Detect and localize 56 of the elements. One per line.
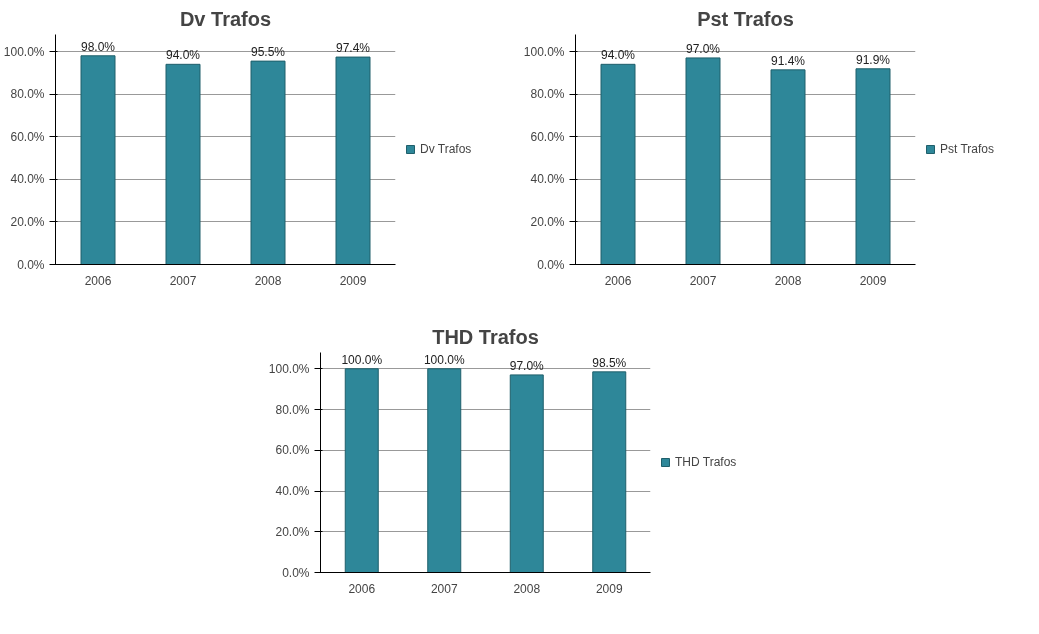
bar [592,371,627,573]
data-label: 91.4% [770,53,806,68]
legend-label: THD Trafos [675,455,737,469]
x-tick-label: 2007 [430,581,458,596]
data-label: 91.9% [855,52,891,67]
data-label: 100.0% [341,352,383,367]
y-tick-label: 100.0% [268,361,310,376]
bar [855,68,891,265]
y-tick-label: 80.0% [530,87,565,102]
y-tick-label: 80.0% [10,87,45,102]
y-tick-label: 80.0% [275,402,310,417]
x-tick-label: 2007 [169,273,197,288]
data-label: 94.0% [165,48,201,63]
x-tick-label: 2007 [689,273,717,288]
chart-title: Pst Trafos [697,7,794,30]
y-tick-label: 40.0% [275,484,310,499]
data-label: 95.5% [250,45,286,60]
x-tick-label: 2009 [595,581,623,596]
x-tick-label: 2009 [339,273,367,288]
data-label: 97.0% [685,41,721,56]
bar [770,69,806,265]
data-label: 98.5% [592,355,627,370]
bar [509,374,544,573]
y-tick-label: 100.0% [3,44,45,59]
y-tick-label: 20.0% [10,214,45,229]
y-tick-label: 60.0% [275,443,310,458]
x-tick-label: 2008 [774,273,802,288]
data-label: 97.4% [335,41,371,56]
x-tick-label: 2006 [604,273,632,288]
y-tick-label: 20.0% [275,524,310,539]
y-tick-label: 60.0% [530,129,565,144]
y-tick-label: 40.0% [530,172,565,187]
x-tick-label: 2008 [254,273,282,288]
y-tick-label: 20.0% [530,214,565,229]
data-label: 98.0% [80,39,116,54]
y-tick-label: 0.0% [17,257,45,272]
x-tick-label: 2009 [859,273,887,288]
legend-label: Pst Trafos [940,142,995,156]
data-label: 97.0% [509,358,545,373]
chart-title: THD Trafos [432,325,539,348]
y-tick-label: 0.0% [537,257,565,272]
y-tick-label: 60.0% [10,129,45,144]
bar [685,57,721,265]
data-label: 94.0% [600,48,636,63]
x-tick-label: 2006 [84,273,112,288]
x-tick-label: 2008 [513,581,541,596]
chart-title: Dv Trafos [179,7,272,30]
x-tick-label: 2006 [348,581,376,596]
data-label: 100.0% [423,352,465,367]
y-tick-label: 100.0% [523,44,565,59]
y-tick-label: 40.0% [10,172,45,187]
bar [344,368,379,573]
bar [427,368,462,573]
y-tick-label: 0.0% [282,565,310,580]
legend-label: Dv Trafos [420,142,472,156]
bar [600,63,636,265]
